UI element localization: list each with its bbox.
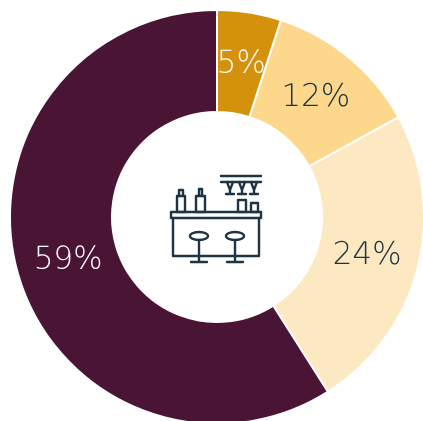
value-label: 59%	[34, 241, 103, 277]
value-label: 24%	[333, 236, 402, 272]
value-label: 12%	[281, 78, 350, 114]
slice	[9, 8, 330, 421]
value-label: 5%	[217, 44, 266, 80]
slice	[271, 115, 423, 394]
labels: 5% 12% 24% 59%	[34, 44, 402, 276]
slices	[9, 8, 423, 421]
bar-icon	[169, 174, 263, 264]
